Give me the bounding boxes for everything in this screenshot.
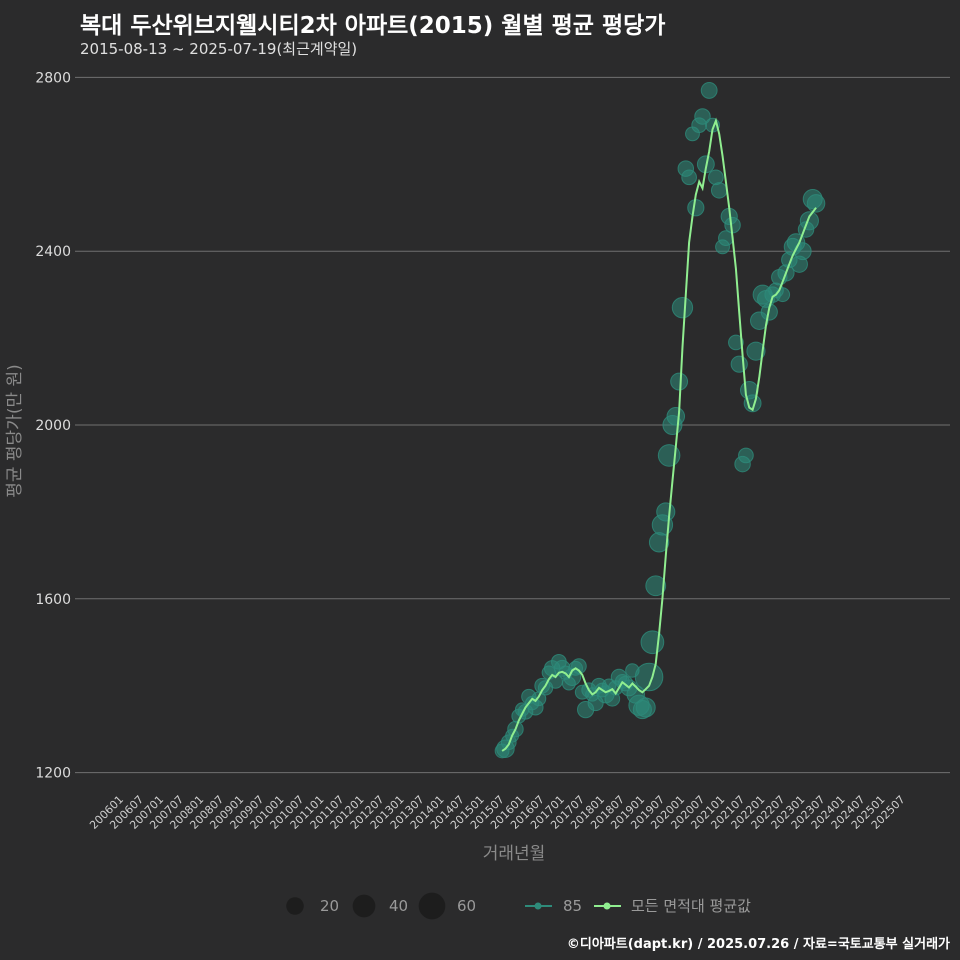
data-point-201912 [666,407,686,426]
data-point-201903 [635,697,656,718]
chart-subtitle: 2015-08-13 ~ 2025-07-19(최근계약일) [80,40,358,58]
footer-credit: ©디아파트(dapt.kr) / 2025.07.26 / 자료=국토교통부 실… [566,937,950,952]
data-point-201904 [634,662,664,692]
grid [75,76,950,774]
legend-series-85-marker [534,902,542,910]
data-point-202208 [775,287,791,303]
data-point-201909 [656,502,676,522]
data-point-202304 [799,211,819,231]
data-points [494,81,826,759]
legend-size-label-40: 40 [389,897,408,915]
data-point-202107 [730,355,748,373]
y-tick-label-1200: 1200 [35,766,71,782]
x-axis-label: 거래년월 [483,844,546,864]
data-point-202006 [687,199,705,217]
average-line-group [501,117,817,752]
legend: 20 40 60 85 모든 면적대 평균값 [286,892,751,920]
y-tick-label-1600: 1600 [35,592,71,608]
data-point-202002 [671,297,694,319]
data-point-201905 [640,630,665,655]
data-point-202106 [728,334,744,351]
legend-size-marker-40 [352,894,376,918]
legend-series-avg-label: 모든 면적대 평균값 [631,897,751,915]
data-point-202004 [681,169,697,186]
chart-title: 복대 두산위브지웰시티2차 아파트(2015) 월별 평균 평당가 [80,13,666,39]
y-tick-label-2800: 2800 [35,70,71,86]
y-tick-label-2000: 2000 [35,418,71,434]
data-point-202008 [694,108,711,125]
legend-series-avg-marker [603,902,611,910]
y-axis-label: 평균 평당가(만 원) [5,364,25,498]
legend-size-marker-60 [418,892,446,920]
average-line [501,117,817,752]
data-point-202306 [806,194,826,213]
data-point-201906 [645,575,667,597]
x-axis-ticks: 2006012006072007012007072008012008072009… [87,793,907,832]
legend-size-label-20: 20 [320,897,339,915]
data-point-202101 [710,182,728,199]
y-axis-ticks: 1200 1600 2000 2400 2800 [35,70,71,781]
data-point-202302 [793,242,812,261]
legend-size-marker-20 [286,897,304,915]
data-point-201707 [571,658,587,675]
data-point-202112 [746,341,766,361]
data-point-202001 [670,372,689,391]
legend-series-85-label: 85 [563,897,582,915]
data-point-202010 [700,81,718,99]
legend-size-label-60: 60 [457,897,476,915]
y-tick-label-2400: 2400 [35,244,71,260]
data-point-202109 [738,447,754,464]
